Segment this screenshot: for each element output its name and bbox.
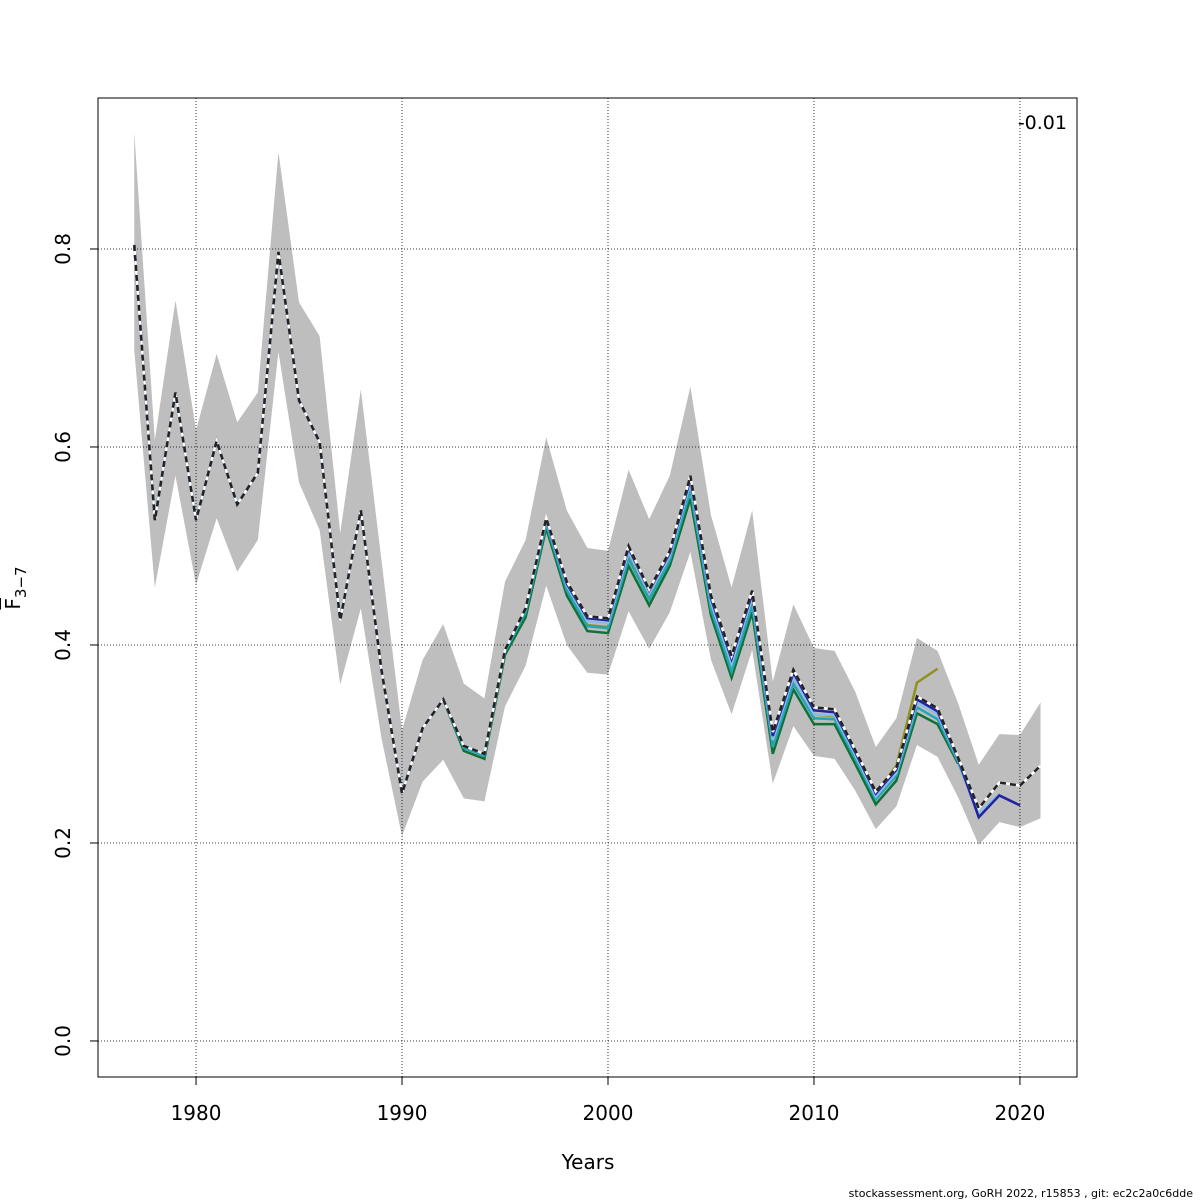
y-axis-label-main: F xyxy=(1,598,25,610)
x-tick-label: 1980 xyxy=(171,1101,222,1125)
x-tick-label: 2020 xyxy=(994,1101,1045,1125)
annotation: -0.01 xyxy=(1018,112,1067,134)
y-tick-label: 0.4 xyxy=(51,629,75,661)
y-axis-label-subscript: 3−7 xyxy=(12,566,30,598)
y-tick-label: 0.6 xyxy=(51,431,75,463)
plot-frame xyxy=(97,97,1078,1078)
x-tick-label: 2010 xyxy=(789,1101,840,1125)
confidence-band xyxy=(134,132,1041,845)
series-line xyxy=(133,244,1042,811)
y-tick-label: 0.2 xyxy=(51,827,75,859)
y-tick-label: 0.0 xyxy=(51,1025,75,1057)
x-tick-label: 1990 xyxy=(377,1101,428,1125)
y-tick-label: 0.8 xyxy=(51,233,75,265)
x-axis-label: Years xyxy=(561,1150,615,1174)
footer: stockassessment.org, GoRH 2022, r15853 ,… xyxy=(849,1187,1194,1200)
y-axis-label: F3−7 xyxy=(1,566,30,609)
x-tick-label: 2000 xyxy=(583,1101,634,1125)
